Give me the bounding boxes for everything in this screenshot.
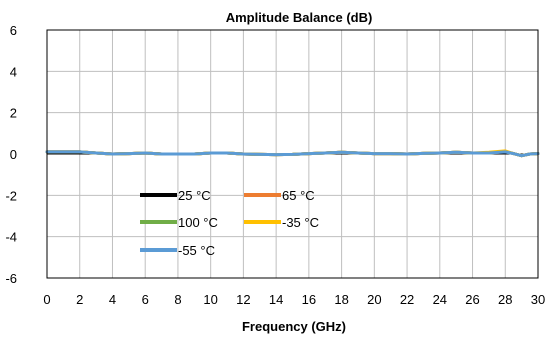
- x-tick-label: 2: [76, 292, 83, 307]
- x-tick-label: 30: [531, 292, 545, 307]
- y-tick-label: 4: [10, 64, 17, 79]
- x-tick-label: 0: [43, 292, 50, 307]
- y-tick-label: 0: [10, 147, 17, 162]
- x-tick-label: 10: [203, 292, 217, 307]
- x-tick-label: 16: [302, 292, 316, 307]
- plot-frame: [46, 29, 539, 279]
- x-axis-label: Frequency (GHz): [242, 319, 346, 334]
- x-tick-label: 22: [400, 292, 414, 307]
- legend: 25 °C 65 °C 100 °C -35 °C -55 °C: [140, 188, 319, 258]
- y-tick-labels: -6 -4 -2 0 2 4 6: [5, 23, 17, 286]
- y-tick-label: -6: [5, 271, 17, 286]
- x-tick-label: 14: [269, 292, 283, 307]
- legend-label: -55 °C: [178, 243, 215, 258]
- x-tick-label: 20: [367, 292, 381, 307]
- x-tick-label: 12: [236, 292, 250, 307]
- x-tick-label: 8: [174, 292, 181, 307]
- x-tick-label: 24: [433, 292, 447, 307]
- chart-title: Amplitude Balance (dB): [226, 10, 373, 25]
- legend-label: 100 °C: [178, 215, 218, 230]
- x-tick-label: 6: [142, 292, 149, 307]
- x-tick-label: 26: [465, 292, 479, 307]
- x-tick-label: 18: [334, 292, 348, 307]
- y-tick-label: -4: [5, 230, 17, 245]
- y-tick-label: 2: [10, 106, 17, 121]
- x-tick-labels: 0 2 4 6 8 10 12 14 16 18 20 22 24 26 28 30: [43, 292, 545, 307]
- x-tick-label: 28: [498, 292, 512, 307]
- x-tick-label: 4: [109, 292, 116, 307]
- legend-label: -35 °C: [282, 215, 319, 230]
- y-tick-label: 6: [10, 23, 17, 38]
- y-tick-label: -2: [5, 188, 17, 203]
- series-line: [45, 150, 540, 158]
- legend-label: 65 °C: [282, 188, 315, 203]
- legend-label: 25 °C: [178, 188, 211, 203]
- series-lines: [45, 149, 540, 158]
